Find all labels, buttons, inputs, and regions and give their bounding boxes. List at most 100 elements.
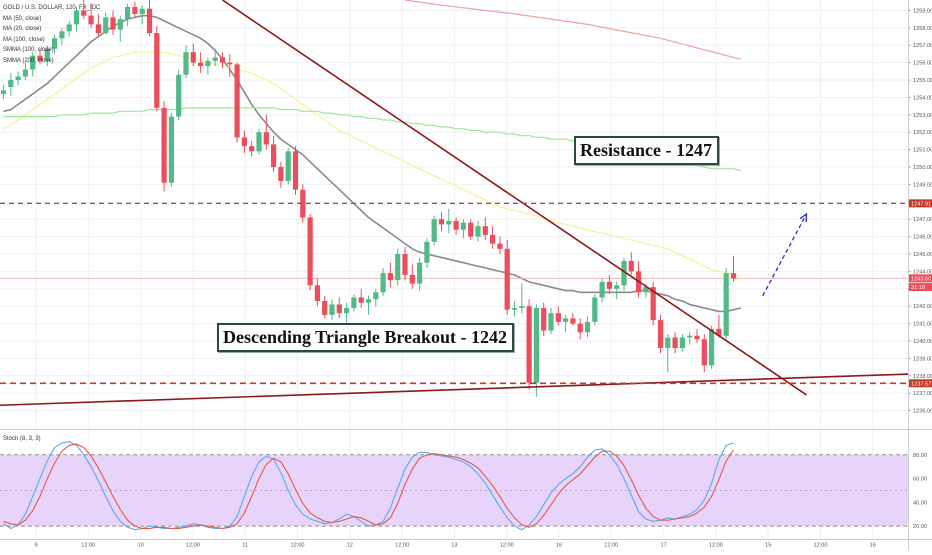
price-tick-label-8: 1244.00 <box>913 269 932 275</box>
candle-body-88 <box>643 287 649 293</box>
time-tick-label-16: 16 <box>870 543 876 549</box>
candle-body-54 <box>395 254 401 281</box>
candle-body-39 <box>285 151 291 181</box>
moving-average-line-0 <box>3 14 741 313</box>
candle-body-99 <box>723 273 729 336</box>
candle-body-8 <box>59 31 65 39</box>
price-badge-label-2: 31:18 <box>911 285 925 291</box>
candle-body-27 <box>198 62 204 67</box>
candle-body-38 <box>278 167 284 181</box>
candle-body-69 <box>504 248 510 310</box>
legend-smma-100: SMMA (100, close) <box>3 47 54 53</box>
stoch-axis: 20.00 40.00 60.00 80.00 <box>913 453 927 530</box>
candle-body-33 <box>241 137 247 147</box>
candle-body-37 <box>271 144 277 168</box>
moving-average-line-3 <box>404 0 741 60</box>
time-tick-label-7: 12:00 <box>395 543 409 549</box>
candle-body-61 <box>446 220 452 225</box>
legend-ma-100: MA (100, close) <box>3 36 45 43</box>
stoch-title: Stoch (8, 3, 3) <box>3 436 41 442</box>
candle-body-81 <box>592 297 598 322</box>
candle-body-60 <box>438 219 445 225</box>
price-badge-3 <box>909 379 932 388</box>
candle-body-50 <box>365 299 372 303</box>
stoch-tick-label-2: 60.00 <box>913 477 927 483</box>
time-tick-label-9: 12:00 <box>500 543 514 549</box>
price-tick-label-14: 1250.00 <box>913 165 932 171</box>
time-tick-label-15: 12:00 <box>814 543 828 549</box>
candle-body-59 <box>431 219 437 242</box>
candle-body-17 <box>125 6 131 20</box>
projection-arrow-head <box>799 212 808 223</box>
candle-body-98 <box>716 328 722 336</box>
candle-body-65 <box>475 226 481 237</box>
time-tick-label-13: 12:00 <box>709 543 723 549</box>
price-badge-0 <box>909 199 932 208</box>
candle-body-0 <box>0 90 7 94</box>
time-tick-label-6: 12 <box>347 543 353 549</box>
candle-body-66 <box>482 226 488 235</box>
candle-body-93 <box>679 337 685 348</box>
candle-body-28 <box>205 60 211 67</box>
price-tick-label-19: 1255.00 <box>913 78 932 84</box>
candle-body-22 <box>161 107 167 183</box>
stoch-tick-label-3: 80.00 <box>913 453 927 459</box>
candle-body-97 <box>709 328 715 366</box>
candle-body-45 <box>329 304 335 315</box>
price-axis: 1236.00 1237.00 1238.00 1239.00 1240.00 1241.… <box>908 8 932 415</box>
time-tick-label-10: 16 <box>556 543 562 549</box>
stoch-line-1 <box>3 443 734 530</box>
candle-body-82 <box>599 281 605 298</box>
candle-body-100 <box>730 273 737 279</box>
time-tick-label-2: 10 <box>137 543 143 549</box>
price-tick-label-2: 1238.00 <box>913 374 932 380</box>
stoch-pane <box>0 441 908 531</box>
candle-body-15 <box>110 17 116 30</box>
main-pane <box>0 0 908 407</box>
candle-body-5 <box>37 55 43 61</box>
candle-body-75 <box>548 313 554 331</box>
candle-body-4 <box>30 55 36 70</box>
candle-body-24 <box>176 74 182 117</box>
candle-body-52 <box>380 273 386 293</box>
candle-body-48 <box>351 297 357 308</box>
candle-body-23 <box>168 116 174 183</box>
candle-body-89 <box>650 287 656 321</box>
candle-body-62 <box>453 220 459 230</box>
candle-body-19 <box>139 8 145 14</box>
candle-body-96 <box>701 339 707 366</box>
price-tick-label-6: 1242.00 <box>913 304 932 310</box>
candle-body-34 <box>249 146 255 152</box>
candle-body-20 <box>146 8 153 34</box>
candle-body-57 <box>417 262 423 284</box>
price-tick-label-11: 1247.00 <box>913 217 932 223</box>
candle-body-80 <box>584 321 591 333</box>
candle-body-12 <box>88 15 94 25</box>
candle-body-79 <box>577 323 583 333</box>
candle-body-49 <box>358 297 364 303</box>
candle-body-41 <box>300 189 306 218</box>
time-tick-label-12: 17 <box>660 543 666 549</box>
time-tick-label-3: 12:00 <box>186 543 200 549</box>
candle-body-21 <box>154 33 160 108</box>
price-tick-label-20: 1256.00 <box>913 61 932 67</box>
candle-body-46 <box>336 304 342 314</box>
candle-body-32 <box>234 64 240 138</box>
candle-body-13 <box>95 24 101 34</box>
price-tick-label-16: 1252.00 <box>913 130 932 136</box>
time-tick-label-1: 12:00 <box>81 543 95 549</box>
candle-body-14 <box>103 17 109 34</box>
candle-body-55 <box>402 254 408 275</box>
resistance-callout: Resistance - 1247 <box>574 136 719 165</box>
candle-body-90 <box>657 320 664 348</box>
candle-body-95 <box>694 335 700 340</box>
candle-body-42 <box>307 217 313 286</box>
candle-body-44 <box>322 300 328 315</box>
price-tick-label-10: 1246.00 <box>913 235 932 241</box>
candle-body-43 <box>314 285 320 301</box>
stoch-line-0 <box>3 441 734 531</box>
price-tick-label-21: 1257.00 <box>913 43 932 49</box>
candle-body-91 <box>665 337 671 348</box>
